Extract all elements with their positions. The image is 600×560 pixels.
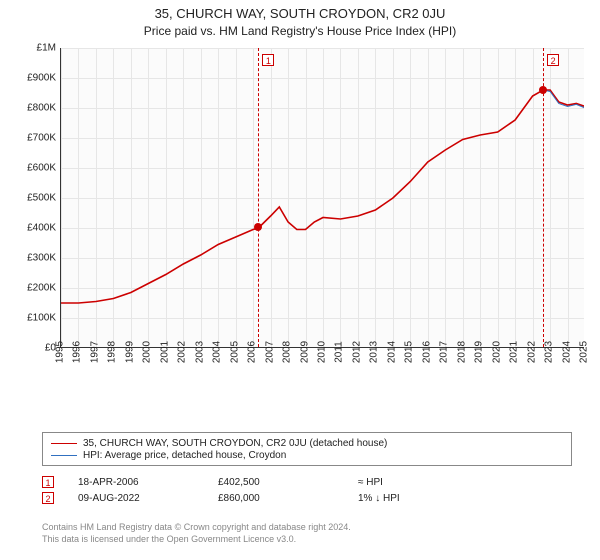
legend-swatch-hpi xyxy=(51,455,77,456)
x-axis-tick-label: 2010 xyxy=(317,341,328,363)
x-axis-tick-label: 2019 xyxy=(474,341,485,363)
x-axis-tick-label: 2023 xyxy=(544,341,555,363)
x-axis-tick-label: 2015 xyxy=(404,341,415,363)
y-axis-tick-label: £100K xyxy=(6,313,56,324)
event-price: £860,000 xyxy=(218,493,358,504)
x-axis-tick-label: 1998 xyxy=(107,341,118,363)
x-axis-tick-label: 2014 xyxy=(386,341,397,363)
x-axis-tick-label: 2002 xyxy=(177,341,188,363)
y-axis-tick-label: £1M xyxy=(6,43,56,54)
event-date: 18-APR-2006 xyxy=(78,477,218,488)
x-axis-tick-label: 2004 xyxy=(212,341,223,363)
event-vs-hpi: 1% ↓ HPI xyxy=(358,493,498,504)
x-axis-tick-label: 2025 xyxy=(579,341,590,363)
chart-subtitle: Price paid vs. HM Land Registry's House … xyxy=(0,24,600,38)
x-axis-tick-label: 2022 xyxy=(526,341,537,363)
event-marker-2: 2 xyxy=(42,492,54,504)
credits: Contains HM Land Registry data © Crown c… xyxy=(42,522,572,545)
x-axis-tick-label: 1996 xyxy=(72,341,83,363)
x-axis-tick-label: 2017 xyxy=(439,341,450,363)
x-axis-tick-label: 2006 xyxy=(247,341,258,363)
events-row: 1 18-APR-2006 £402,500 ≈ HPI xyxy=(42,476,572,488)
y-axis-tick-label: £0 xyxy=(6,343,56,354)
event-line-marker: 2 xyxy=(547,54,559,66)
y-axis-tick-label: £900K xyxy=(6,73,56,84)
x-axis-tick-label: 2008 xyxy=(282,341,293,363)
line-series-svg xyxy=(61,48,584,347)
legend: 35, CHURCH WAY, SOUTH CROYDON, CR2 0JU (… xyxy=(42,432,572,466)
x-axis-tick-label: 2020 xyxy=(491,341,502,363)
x-axis-tick-label: 2024 xyxy=(561,341,572,363)
y-axis-tick-label: £400K xyxy=(6,223,56,234)
credits-line-1: Contains HM Land Registry data © Crown c… xyxy=(42,522,572,534)
event-price: £402,500 xyxy=(218,477,358,488)
x-axis-tick-label: 1999 xyxy=(124,341,135,363)
x-axis-tick-label: 2003 xyxy=(194,341,205,363)
x-axis-tick-label: 2000 xyxy=(142,341,153,363)
legend-row-address: 35, CHURCH WAY, SOUTH CROYDON, CR2 0JU (… xyxy=(51,438,563,449)
series-hpi-line xyxy=(543,90,584,108)
event-marker-1: 1 xyxy=(42,476,54,488)
x-axis-tick-label: 2005 xyxy=(229,341,240,363)
event-line-marker: 1 xyxy=(262,54,274,66)
x-axis-tick-label: 1995 xyxy=(55,341,66,363)
root: { "title": { "main": "35, CHURCH WAY, SO… xyxy=(0,0,600,560)
event-vs-hpi: ≈ HPI xyxy=(358,477,498,488)
legend-swatch-address xyxy=(51,443,77,444)
x-axis-tick-label: 1997 xyxy=(89,341,100,363)
event-date: 09-AUG-2022 xyxy=(78,493,218,504)
legend-row-hpi: HPI: Average price, detached house, Croy… xyxy=(51,450,563,461)
y-axis-tick-label: £700K xyxy=(6,133,56,144)
x-axis-tick-label: 2018 xyxy=(456,341,467,363)
y-axis-tick-label: £600K xyxy=(6,163,56,174)
chart: 12 £0£100K£200K£300K£400K£500K£600K£700K… xyxy=(36,48,584,378)
y-axis-tick-label: £200K xyxy=(6,283,56,294)
plot-area: 12 xyxy=(60,48,584,348)
y-axis-tick-label: £300K xyxy=(6,253,56,264)
x-axis-tick-label: 2007 xyxy=(264,341,275,363)
x-axis-tick-label: 2001 xyxy=(159,341,170,363)
y-axis-tick-label: £800K xyxy=(6,103,56,114)
x-axis-tick-label: 2009 xyxy=(299,341,310,363)
legend-label-hpi: HPI: Average price, detached house, Croy… xyxy=(83,450,286,461)
sale-marker-dot xyxy=(254,223,262,231)
events-row: 2 09-AUG-2022 £860,000 1% ↓ HPI xyxy=(42,492,572,504)
sale-marker-dot xyxy=(539,86,547,94)
y-axis-tick-label: £500K xyxy=(6,193,56,204)
x-axis-tick-label: 2012 xyxy=(351,341,362,363)
legend-label-address: 35, CHURCH WAY, SOUTH CROYDON, CR2 0JU (… xyxy=(83,438,387,449)
x-axis-tick-label: 2021 xyxy=(509,341,520,363)
series-address-line xyxy=(61,90,584,303)
x-axis-tick-label: 2013 xyxy=(369,341,380,363)
events-table: 1 18-APR-2006 £402,500 ≈ HPI 2 09-AUG-20… xyxy=(42,472,572,508)
x-axis-tick-label: 2011 xyxy=(334,341,345,363)
credits-line-2: This data is licensed under the Open Gov… xyxy=(42,534,572,546)
x-axis-tick-label: 2016 xyxy=(421,341,432,363)
chart-title: 35, CHURCH WAY, SOUTH CROYDON, CR2 0JU xyxy=(0,6,600,21)
